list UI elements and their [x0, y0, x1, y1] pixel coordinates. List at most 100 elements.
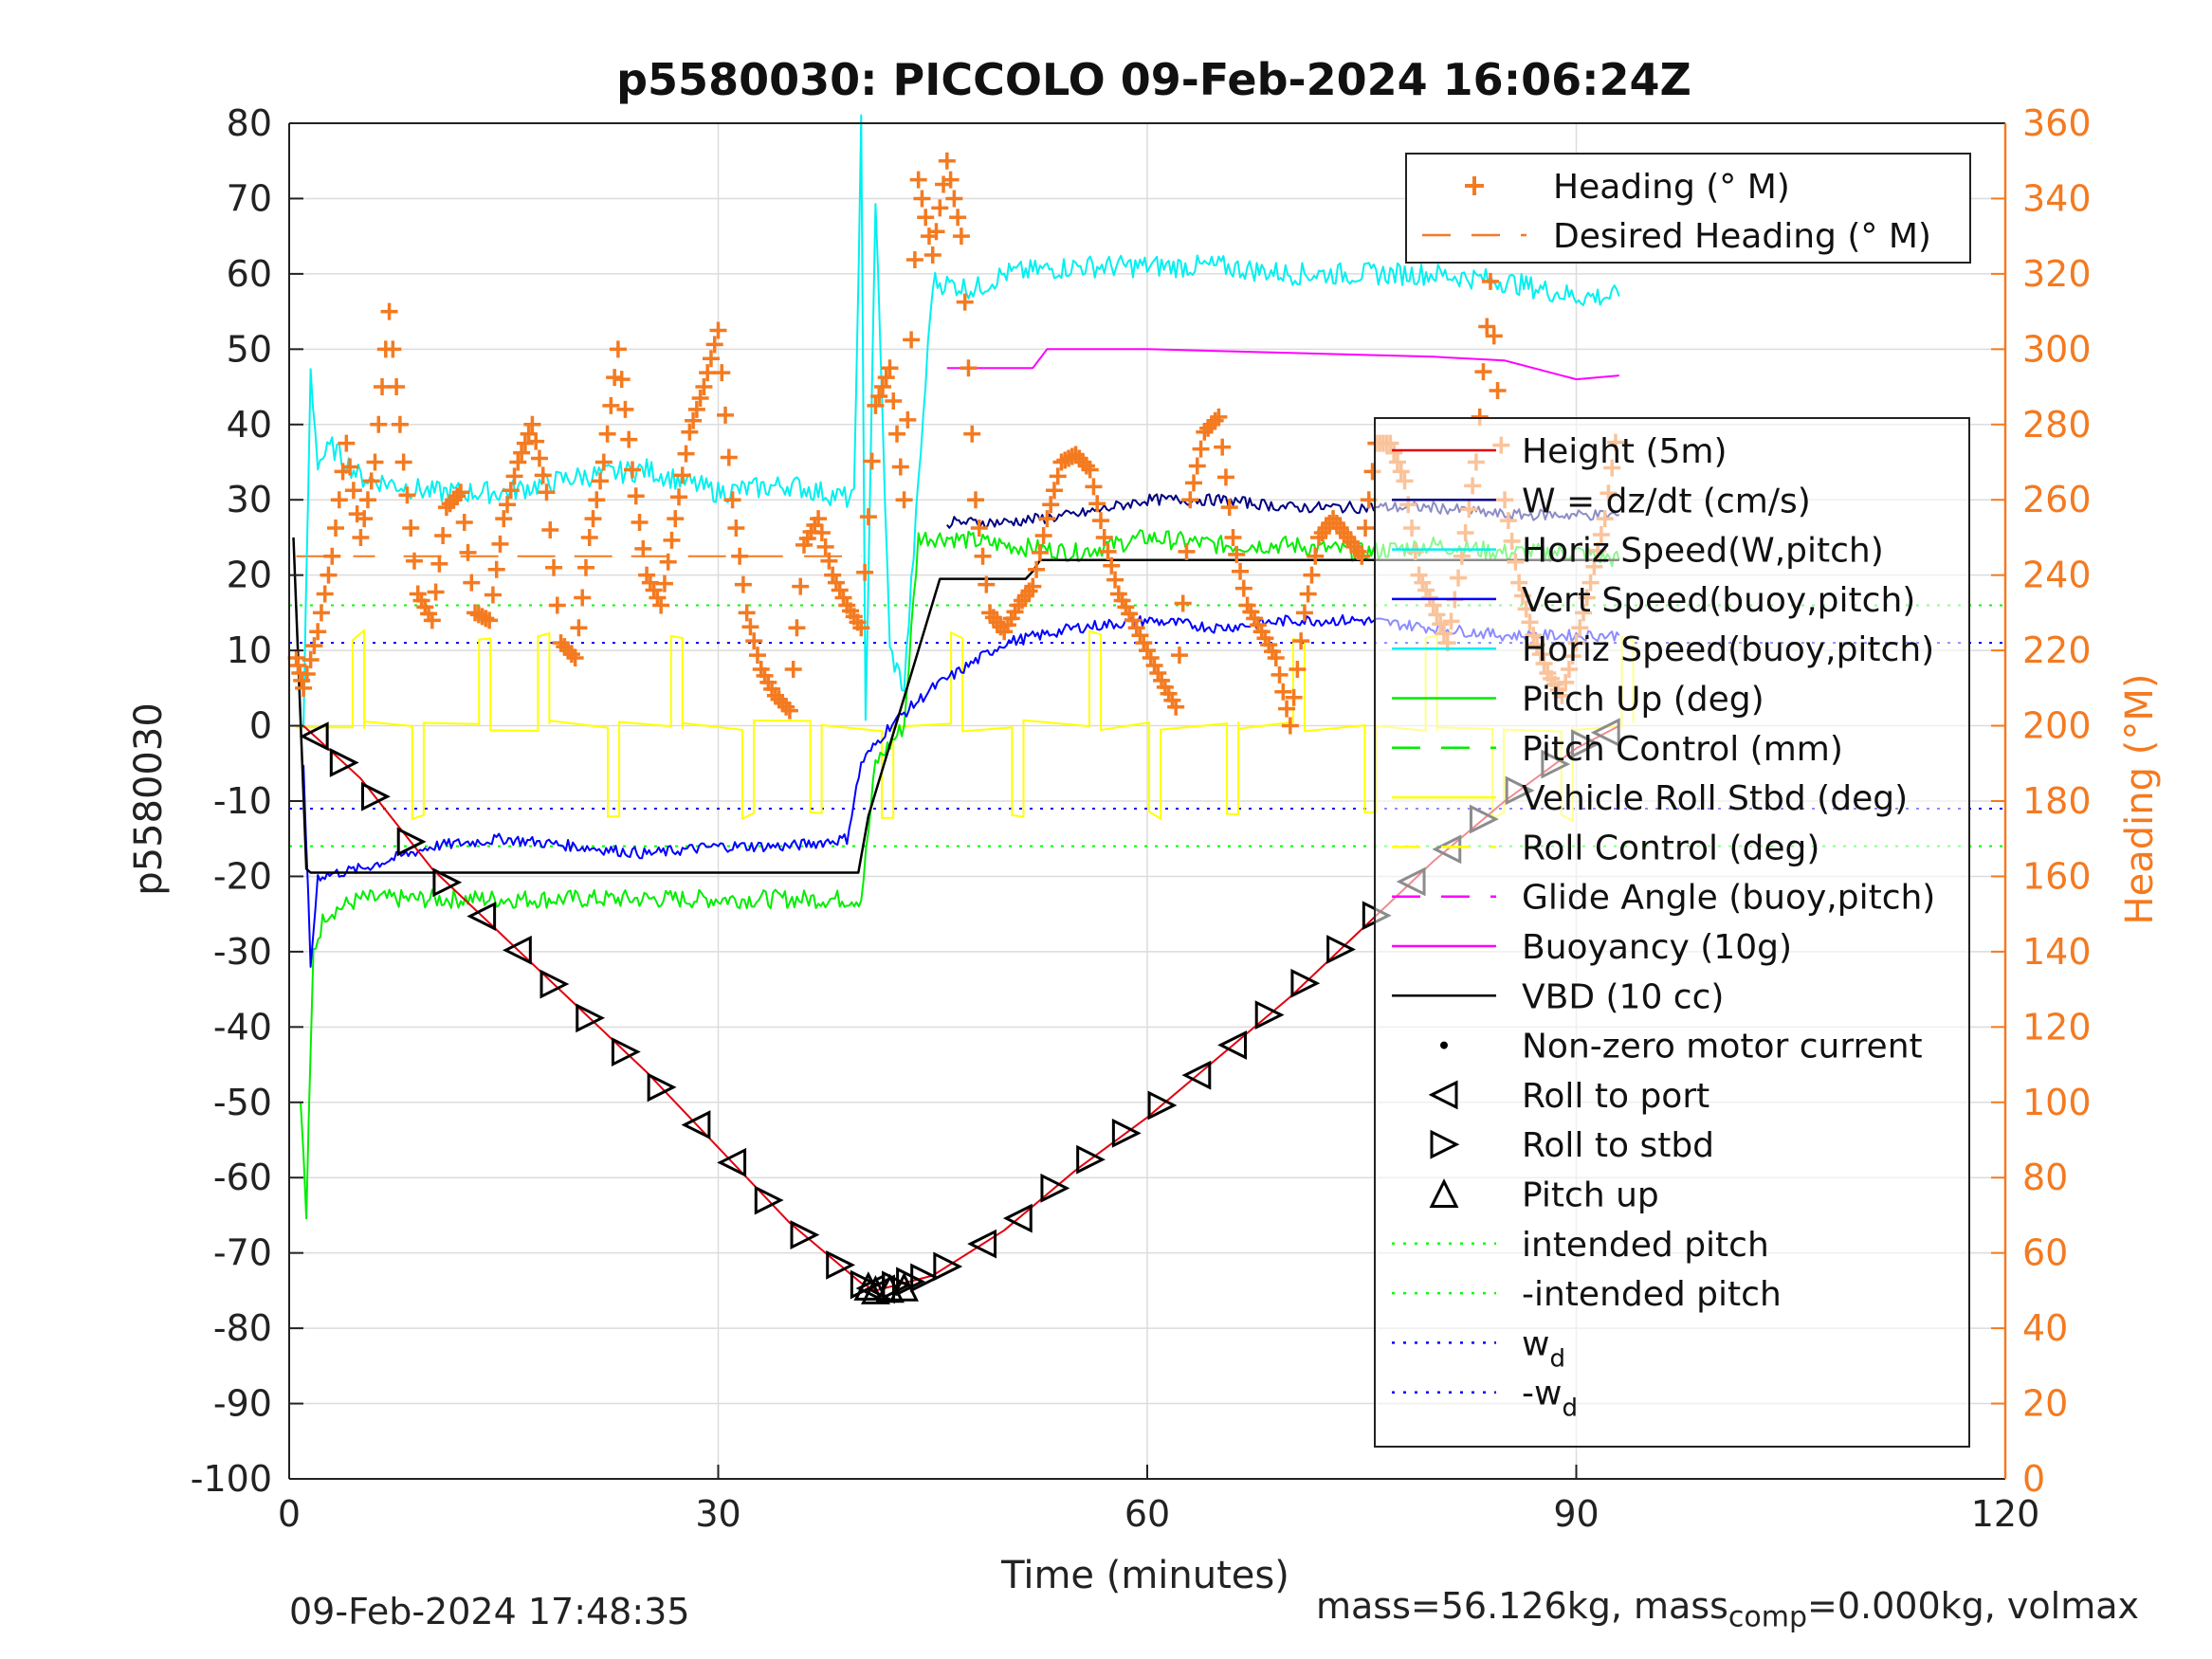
heading-marker: [588, 491, 606, 509]
heading-marker: [356, 510, 374, 528]
heading-marker: [370, 415, 388, 433]
heading-marker: [709, 321, 727, 339]
y2-tick-label: 360: [2022, 102, 2092, 144]
heading-marker: [538, 483, 556, 501]
heading-marker: [670, 488, 688, 506]
heading-marker: [430, 555, 448, 573]
roll-to-stbd-marker: [576, 1003, 606, 1033]
heading-marker: [309, 623, 327, 641]
legend-main-box: [1374, 417, 1970, 1448]
heading-marker: [566, 649, 584, 667]
y2-tick-label: 260: [2022, 479, 2092, 520]
y-tick-label: 40: [227, 404, 272, 446]
heading-marker: [873, 378, 891, 396]
y-tick-label: -40: [213, 1006, 272, 1048]
y2-axis-label: Heading (°M): [2118, 674, 2162, 925]
heading-marker: [677, 445, 695, 463]
legend-heading-box: [1405, 153, 1971, 264]
heading-marker: [731, 547, 749, 565]
heading-marker: [941, 171, 960, 189]
heading-marker: [634, 539, 652, 557]
legend-label: Pitch Control (mm): [1522, 730, 1843, 769]
legend-swatch: [1428, 1080, 1458, 1110]
heading-marker: [513, 444, 531, 462]
heading-marker: [816, 538, 834, 556]
axes: 0 30 60 90 12080706050403020100-10-20-30-40-…: [191, 102, 2092, 1535]
y-tick-label: -20: [213, 855, 272, 897]
legend-label: Horiz Speed(W,pitch): [1522, 532, 1884, 571]
heading-marker: [287, 649, 305, 667]
footer-timestamp: 09-Feb-2024 17:48:35: [289, 1591, 690, 1632]
roll-to-stbd-marker: [790, 1220, 820, 1250]
heading-marker: [316, 585, 334, 603]
roll-to-stbd-marker: [329, 748, 359, 777]
heading-marker: [899, 410, 917, 428]
y2-tick-label: 180: [2022, 780, 2092, 822]
heading-marker: [877, 369, 895, 387]
heading-marker: [813, 523, 831, 541]
y-tick-label: -60: [213, 1157, 272, 1198]
heading-marker: [905, 250, 923, 268]
roll-to-port-marker: [299, 721, 329, 752]
roll-to-stbd-marker: [539, 969, 570, 999]
heading-marker: [1295, 604, 1313, 622]
heading-marker: [923, 246, 941, 264]
heading-marker: [323, 547, 341, 565]
legend-swatch: [1440, 1041, 1448, 1049]
heading-marker: [792, 577, 810, 595]
legend-swatch: [1429, 1178, 1459, 1208]
heading-marker: [685, 411, 703, 429]
heading-marker: [1131, 627, 1149, 645]
y2-tick-label: 340: [2022, 177, 2092, 219]
heading-marker: [1091, 512, 1109, 530]
heading-marker: [320, 566, 338, 584]
legend-label-sub: d: [1562, 1395, 1578, 1423]
roll-to-port-marker: [1002, 1203, 1033, 1233]
roll-to-port-marker: [967, 1229, 997, 1259]
y2-tick-label: 200: [2022, 705, 2092, 747]
heading-marker: [609, 340, 627, 358]
heading-marker: [1289, 660, 1307, 678]
heading-marker: [691, 389, 709, 407]
heading-marker: [702, 350, 720, 368]
heading-marker: [913, 190, 931, 208]
heading-marker: [366, 453, 384, 471]
heading-marker: [541, 521, 559, 538]
heading-marker: [952, 228, 970, 246]
heading-marker: [448, 487, 466, 505]
chart-title: p5580030: PICCOLO 09-Feb-2024 16:06:24Z: [616, 54, 1691, 105]
heading-marker: [434, 526, 452, 544]
y2-tick-label: 300: [2022, 328, 2092, 370]
y-tick-label: -70: [213, 1232, 272, 1274]
heading-marker: [362, 472, 380, 490]
roll-to-port-marker: [681, 1110, 711, 1140]
heading-marker: [580, 528, 598, 546]
x-tick-label: 60: [1124, 1493, 1170, 1535]
heading-marker: [1185, 474, 1203, 492]
heading-marker: [398, 486, 416, 504]
heading-marker: [867, 396, 885, 414]
heading-marker: [312, 604, 330, 622]
heading-marker: [1081, 461, 1099, 479]
heading-marker: [289, 657, 307, 674]
heading-marker: [405, 552, 423, 570]
heading-marker: [481, 611, 499, 629]
heading-marker: [330, 491, 348, 509]
heading-marker: [1206, 411, 1224, 429]
heading-marker: [427, 583, 445, 601]
heading-marker: [574, 589, 592, 607]
heading-marker: [295, 679, 313, 697]
roll-to-port-marker: [466, 902, 497, 931]
heading-marker: [423, 611, 441, 629]
heading-marker: [487, 560, 505, 578]
heading-marker: [624, 461, 641, 479]
heading-marker: [888, 425, 906, 443]
heading-marker: [1042, 496, 1060, 514]
heading-marker: [620, 430, 638, 448]
x-axis-label: Time (minutes): [1000, 1554, 1289, 1597]
heading-marker: [917, 209, 935, 227]
heading-marker: [1220, 499, 1238, 517]
legend-label: VBD (10 cc): [1522, 977, 1724, 1016]
roll-to-stbd-marker: [361, 781, 391, 811]
y2-tick-label: 0: [2022, 1458, 2045, 1500]
